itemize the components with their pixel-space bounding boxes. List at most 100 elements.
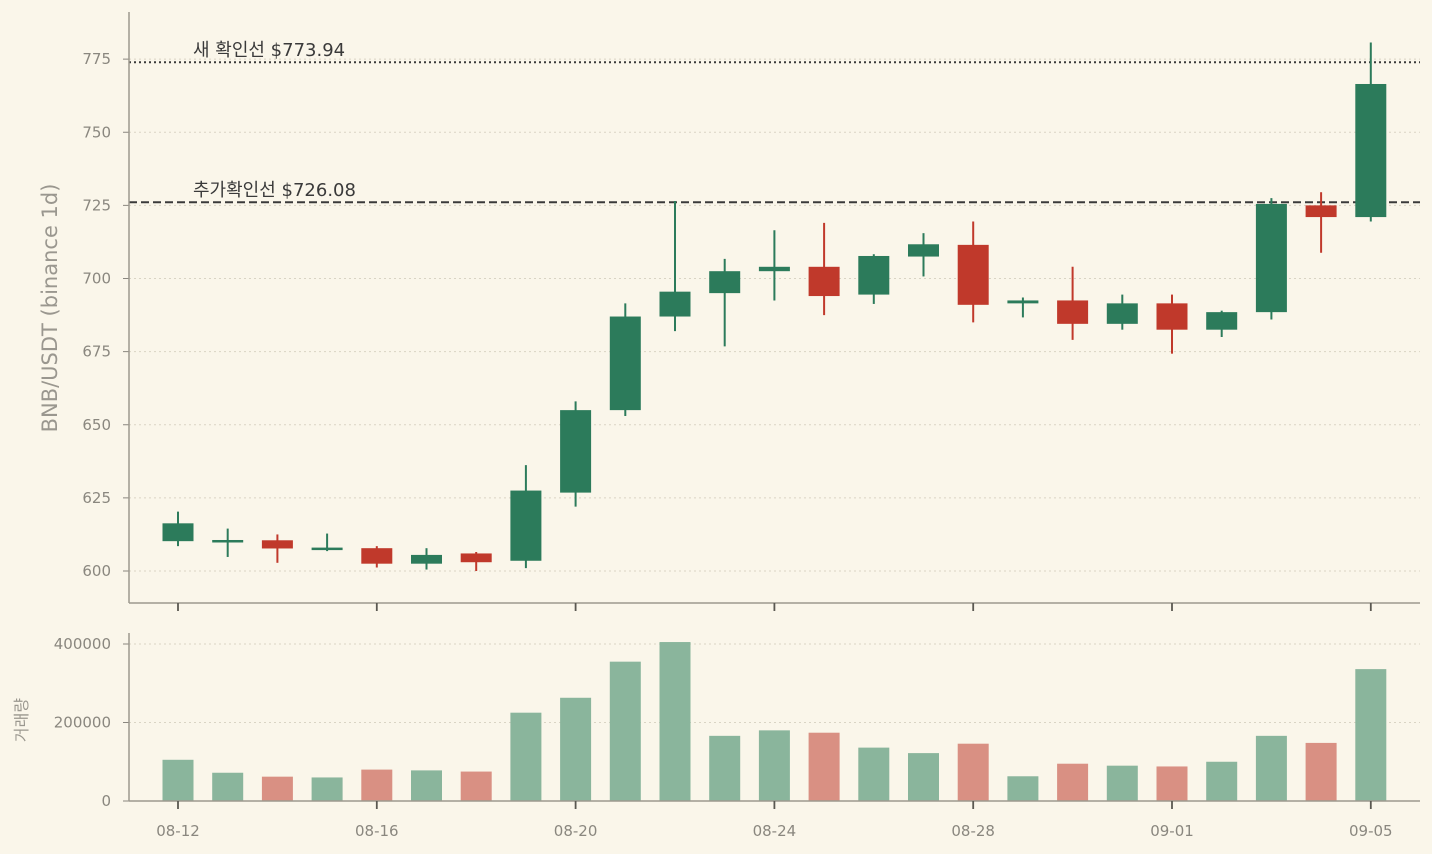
volume-bar <box>1106 765 1138 801</box>
volume-bar <box>609 661 641 801</box>
candle-body <box>709 271 741 294</box>
candle <box>311 533 343 552</box>
volume-bar <box>212 772 244 801</box>
volume-bar <box>361 769 393 801</box>
candle-body <box>162 523 194 542</box>
price-y-tick-label: 775 <box>82 50 111 68</box>
candle <box>659 200 691 332</box>
volume-bar <box>1255 735 1287 801</box>
candle <box>1305 192 1337 253</box>
candle <box>1007 297 1039 318</box>
volume-bar <box>808 732 840 801</box>
candle <box>411 548 442 570</box>
price-y-tick-label: 750 <box>82 123 111 141</box>
volume-y-tick-label: 200000 <box>54 714 111 732</box>
volume-y-tick-label: 400000 <box>54 635 111 653</box>
price-y-tick-label: 650 <box>82 416 111 434</box>
candle <box>261 534 293 563</box>
volume-bar <box>560 697 592 801</box>
candle-body <box>411 554 442 564</box>
candle-body <box>1206 312 1238 330</box>
candle-body <box>1007 300 1039 304</box>
candle-body <box>1106 303 1138 324</box>
candle <box>1206 310 1238 337</box>
candle <box>908 233 939 277</box>
candle <box>1057 266 1089 340</box>
candle-body <box>361 548 393 564</box>
price-panel: 새 확인선 $773.94 추가확인선 $726.08 600 625 650 675 7… <box>38 12 1420 611</box>
candle-body <box>560 410 592 493</box>
volume-bars <box>162 642 1387 801</box>
candle <box>1255 198 1287 320</box>
candle-body <box>1305 205 1337 218</box>
candle <box>808 222 840 316</box>
volume-bar <box>460 771 492 801</box>
volume-bar <box>858 747 890 801</box>
volume-y-axis-label: 거래량 <box>12 698 31 742</box>
candle <box>957 221 989 323</box>
candlesticks <box>162 42 1387 571</box>
candle-body <box>1156 303 1188 330</box>
candle-body <box>1057 300 1089 324</box>
x-tick-label: 09-05 <box>1349 822 1393 840</box>
candle-body <box>261 540 293 549</box>
candle-body <box>908 244 939 257</box>
x-tick-label: 08-16 <box>355 822 399 840</box>
candle <box>162 511 194 547</box>
volume-y-tick-label: 0 <box>101 792 111 810</box>
volume-bar <box>1305 742 1337 801</box>
volume-panel: 0 200000 400000 08-12 08-16 08-20 08-24 08-28 09… <box>12 633 1420 840</box>
candle-body <box>1355 83 1387 218</box>
volume-bar <box>659 642 691 801</box>
volume-bar <box>162 759 194 801</box>
volume-bar <box>1156 766 1188 801</box>
candle-body <box>858 255 890 295</box>
candle-body <box>212 539 244 543</box>
candle <box>460 551 492 571</box>
x-tick-label: 08-12 <box>156 822 200 840</box>
candle <box>1156 294 1188 354</box>
volume-bar <box>908 753 939 801</box>
confirmation-lines: 새 확인선 $773.94 추가확인선 $726.08 <box>129 40 1420 204</box>
confirmation-line-label: 새 확인선 $773.94 <box>193 40 345 61</box>
candle <box>560 401 592 507</box>
candle <box>758 230 790 301</box>
price-y-tick-label: 675 <box>82 343 111 361</box>
volume-bar <box>1206 761 1238 801</box>
confirmation-line-label: 추가확인선 $726.08 <box>193 180 356 201</box>
volume-bar <box>957 743 989 801</box>
candle-body <box>609 316 641 411</box>
x-tick-label: 08-20 <box>554 822 598 840</box>
candle-body <box>460 553 492 563</box>
price-y-tick-label: 700 <box>82 270 111 288</box>
price-y-axis-label: BNB/USDT (binance 1d) <box>38 184 62 433</box>
volume-axes: 0 200000 400000 08-12 08-16 08-20 08-24 08-28 09… <box>54 633 1420 840</box>
candle <box>1106 294 1138 330</box>
candle-body <box>311 547 343 551</box>
x-tick-label: 08-28 <box>951 822 995 840</box>
candle-body <box>957 244 989 305</box>
x-tick-label: 09-01 <box>1150 822 1194 840</box>
volume-bar <box>411 770 442 801</box>
price-y-tick-label: 625 <box>82 489 111 507</box>
volume-bar <box>1355 669 1387 801</box>
candle <box>510 465 542 569</box>
candle-body <box>659 291 691 317</box>
candle-body <box>1255 203 1287 313</box>
x-tick-label: 08-24 <box>753 822 797 840</box>
volume-bar <box>1007 776 1039 801</box>
volume-bar <box>758 730 790 801</box>
price-y-tick-label: 600 <box>82 562 111 580</box>
candle <box>858 254 890 304</box>
candle <box>361 546 393 568</box>
volume-bar <box>261 776 293 801</box>
price-axes: 600 625 650 675 700 725 750 775 <box>82 12 1420 611</box>
candle-body <box>510 490 542 561</box>
candle <box>709 258 741 347</box>
price-y-tick-label: 725 <box>82 196 111 214</box>
volume-bar <box>709 735 741 801</box>
candle <box>212 528 244 557</box>
volume-bar <box>311 777 343 801</box>
volume-bar <box>510 712 542 801</box>
